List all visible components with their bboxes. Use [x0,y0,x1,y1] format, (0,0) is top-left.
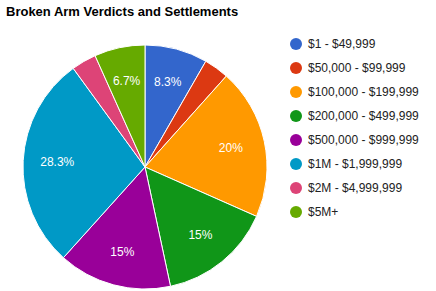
html-text:$1M - $1,999,999: $1M - $1,999,999 [308,157,403,171]
svg-text:28.3%: 28.3% [40,155,74,169]
html-text:$5M+: $5M+ [308,205,339,219]
svg-text:8.3%: 8.3% [154,75,182,89]
html-text:$500,000 - $999,999: $500,000 - $999,999 [308,133,419,147]
html-text:$200,000 - $499,999: $200,000 - $499,999 [308,109,419,123]
html-text:$100,000 - $199,999: $100,000 - $199,999 [308,85,419,99]
html-text:$2M - $4,999,999: $2M - $4,999,999 [308,181,403,195]
html-text:$50,000 - $99,999: $50,000 - $99,999 [308,61,406,75]
svg-text:6.7%: 6.7% [113,74,141,88]
html-text:Broken Arm Verdicts and Settle: Broken Arm Verdicts and Settlements [6,4,239,19]
svg-text:15%: 15% [110,245,134,259]
svg-text:20%: 20% [219,141,243,155]
html-text:$1 - $49,999: $1 - $49,999 [308,37,376,51]
svg-text:15%: 15% [188,228,212,242]
